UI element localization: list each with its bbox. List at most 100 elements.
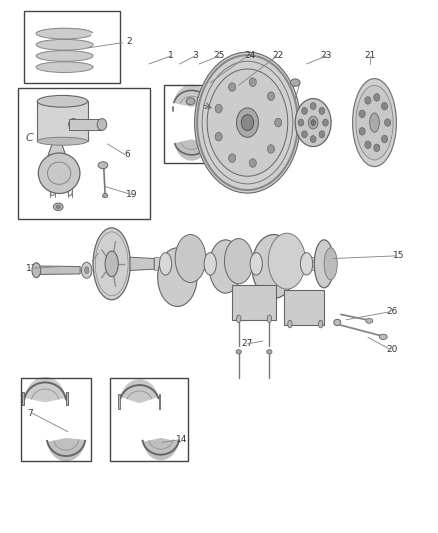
Wedge shape <box>287 290 321 311</box>
Ellipse shape <box>359 127 365 135</box>
Ellipse shape <box>36 39 93 50</box>
Text: 23: 23 <box>321 52 332 60</box>
Ellipse shape <box>85 266 89 274</box>
Ellipse shape <box>105 251 118 277</box>
Ellipse shape <box>267 315 272 322</box>
Ellipse shape <box>318 320 323 328</box>
Ellipse shape <box>36 28 93 39</box>
Text: 21: 21 <box>364 52 376 60</box>
Ellipse shape <box>290 79 300 86</box>
Ellipse shape <box>249 159 256 167</box>
Text: 19: 19 <box>126 190 137 199</box>
Text: 7: 7 <box>27 409 33 417</box>
Polygon shape <box>66 392 68 405</box>
Text: 25: 25 <box>213 52 225 60</box>
Polygon shape <box>130 257 154 271</box>
Ellipse shape <box>209 240 242 293</box>
Wedge shape <box>173 85 210 107</box>
Polygon shape <box>284 290 324 325</box>
Bar <box>18 88 150 219</box>
Polygon shape <box>118 393 120 408</box>
Ellipse shape <box>69 119 78 131</box>
Ellipse shape <box>229 154 236 163</box>
Ellipse shape <box>353 78 396 166</box>
Wedge shape <box>174 140 209 161</box>
Polygon shape <box>37 101 88 141</box>
Polygon shape <box>47 144 67 158</box>
Ellipse shape <box>97 119 107 131</box>
Ellipse shape <box>295 99 331 147</box>
Ellipse shape <box>252 235 296 298</box>
Bar <box>21 378 91 461</box>
Ellipse shape <box>267 350 272 354</box>
Ellipse shape <box>302 108 307 115</box>
Ellipse shape <box>370 113 379 132</box>
Ellipse shape <box>365 96 371 104</box>
Ellipse shape <box>81 262 92 278</box>
Ellipse shape <box>159 253 172 275</box>
Wedge shape <box>120 379 159 403</box>
Ellipse shape <box>356 85 393 160</box>
Wedge shape <box>47 438 85 462</box>
Ellipse shape <box>32 263 41 278</box>
Ellipse shape <box>366 318 373 323</box>
Ellipse shape <box>381 102 388 110</box>
Text: 14: 14 <box>176 435 187 444</box>
Ellipse shape <box>224 239 253 284</box>
Ellipse shape <box>250 253 262 275</box>
Text: 24: 24 <box>244 52 255 60</box>
Ellipse shape <box>93 228 131 300</box>
Ellipse shape <box>268 92 275 101</box>
Ellipse shape <box>229 83 236 91</box>
Text: 3: 3 <box>192 52 198 60</box>
Ellipse shape <box>385 119 391 126</box>
Wedge shape <box>25 377 66 402</box>
Ellipse shape <box>322 119 328 126</box>
Polygon shape <box>22 392 24 405</box>
Ellipse shape <box>308 116 318 129</box>
Ellipse shape <box>310 102 316 110</box>
Ellipse shape <box>319 131 325 138</box>
Ellipse shape <box>379 334 387 340</box>
Polygon shape <box>154 257 324 270</box>
Ellipse shape <box>186 98 195 104</box>
Bar <box>164 85 219 163</box>
Ellipse shape <box>319 108 325 115</box>
Wedge shape <box>143 438 179 461</box>
Ellipse shape <box>334 319 341 326</box>
Ellipse shape <box>56 205 60 209</box>
Ellipse shape <box>236 350 241 354</box>
Ellipse shape <box>102 193 108 198</box>
Ellipse shape <box>324 248 337 280</box>
Ellipse shape <box>288 320 292 328</box>
Text: 17: 17 <box>26 264 37 272</box>
Ellipse shape <box>374 144 380 151</box>
Text: 18: 18 <box>93 249 104 257</box>
Text: 15: 15 <box>393 252 404 260</box>
Ellipse shape <box>365 141 371 149</box>
Ellipse shape <box>237 108 258 137</box>
Ellipse shape <box>310 136 316 142</box>
Polygon shape <box>69 119 102 131</box>
Ellipse shape <box>275 118 282 127</box>
Ellipse shape <box>237 315 241 322</box>
Ellipse shape <box>207 69 288 176</box>
Ellipse shape <box>36 51 93 61</box>
Text: 27: 27 <box>242 340 253 348</box>
Ellipse shape <box>249 78 256 86</box>
Ellipse shape <box>36 62 93 72</box>
Text: 22: 22 <box>272 52 284 60</box>
Ellipse shape <box>37 95 88 107</box>
Bar <box>24 11 120 83</box>
Ellipse shape <box>53 203 63 211</box>
Ellipse shape <box>98 162 108 168</box>
Text: 26: 26 <box>386 308 398 316</box>
Ellipse shape <box>37 137 88 146</box>
Text: C: C <box>25 133 33 142</box>
Ellipse shape <box>359 110 365 118</box>
Ellipse shape <box>300 253 313 275</box>
Polygon shape <box>36 266 80 274</box>
Ellipse shape <box>194 52 300 193</box>
Ellipse shape <box>268 144 275 153</box>
Ellipse shape <box>311 120 315 125</box>
